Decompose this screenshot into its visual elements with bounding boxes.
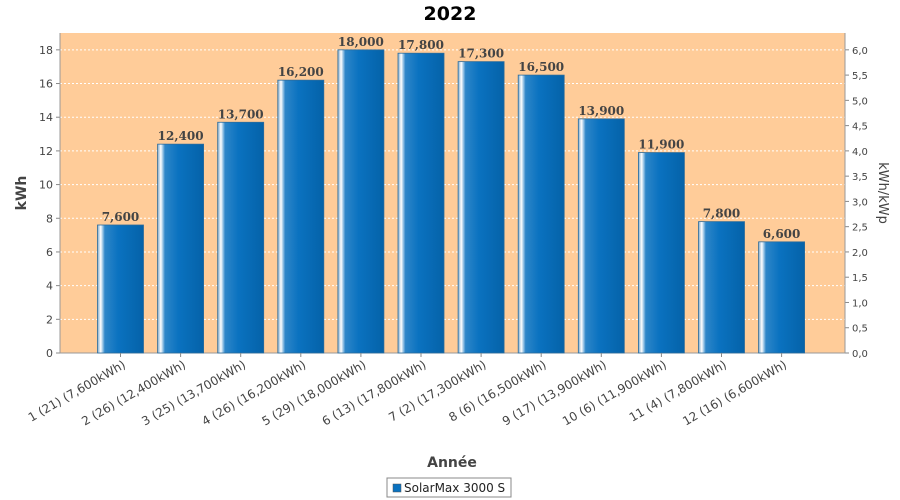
data-label: 6,600 (763, 227, 801, 241)
y-tick-label: 0 (46, 347, 53, 360)
data-label: 16,200 (278, 65, 324, 79)
chart-title: 2022 (424, 3, 477, 25)
y-tick-label: 18 (39, 44, 53, 57)
bar[interactable] (277, 79, 325, 354)
y2-tick-label: 3,5 (852, 172, 868, 183)
y-tick-label: 14 (39, 111, 53, 124)
data-label: 13,700 (218, 107, 264, 121)
bar[interactable] (577, 118, 625, 354)
y-tick-label: 4 (46, 280, 53, 293)
bar[interactable] (217, 121, 265, 354)
bar[interactable] (157, 143, 205, 354)
x-tick-label: 4 (26) (16,200kWh) (199, 357, 308, 428)
y-axis-title: kWh (14, 176, 30, 211)
x-tick-label: 3 (25) (13,700kWh) (139, 357, 248, 428)
data-label: 17,800 (398, 38, 444, 52)
y2-tick-label: 2,0 (852, 248, 868, 259)
data-label: 13,900 (578, 104, 624, 118)
bar[interactable] (758, 241, 805, 354)
legend-frame (386, 477, 512, 498)
data-label: 16,500 (518, 60, 564, 74)
data-label: 18,000 (338, 35, 384, 49)
bar[interactable] (337, 49, 385, 354)
x-tick-label: 1 (21) (7,600kWh) (26, 357, 128, 424)
legend-label: SolarMax 3000 S (404, 481, 505, 495)
x-tick-label: 5 (29) (18,000kWh) (259, 357, 368, 428)
y-tick-label: 16 (39, 78, 53, 91)
y2-tick-label: 4,5 (852, 122, 868, 133)
bar[interactable] (397, 52, 445, 354)
x-tick-label: 8 (6) (16,500kWh) (446, 357, 548, 424)
bar[interactable] (457, 61, 505, 354)
x-tick-label: 2 (26) (12,400kWh) (79, 357, 188, 428)
data-label: 11,900 (638, 138, 684, 152)
x-tick-label: 9 (17) (13,900kWh) (500, 357, 609, 428)
y-tick-label: 8 (46, 212, 53, 225)
y2-tick-label: 4,0 (852, 147, 868, 158)
data-label: 7,600 (102, 210, 140, 224)
legend-swatch (392, 483, 402, 493)
x-tick-label: 12 (16) (6,600kWh) (680, 357, 789, 428)
y2-tick-label: 0,0 (852, 349, 868, 360)
y2-tick-label: 0,5 (852, 324, 868, 335)
bar[interactable] (517, 74, 565, 354)
bar[interactable] (698, 221, 745, 354)
y-tick-label: 6 (46, 246, 53, 259)
x-tick-label: 10 (6) (11,900kWh) (560, 357, 669, 428)
y2-tick-label: 5,0 (852, 96, 868, 107)
bar[interactable] (97, 224, 144, 354)
x-tick-label: 11 (4) (7,800kWh) (627, 357, 729, 424)
x-tick-label: 7 (2) (17,300kWh) (386, 357, 488, 424)
data-label: 17,300 (458, 47, 504, 61)
y2-tick-label: 3,0 (852, 197, 868, 208)
y2-axis-title: kWh/kWp (875, 162, 890, 224)
y-tick-label: 2 (46, 313, 53, 326)
y2-tick-label: 1,0 (852, 298, 868, 309)
y2-tick-label: 1,5 (852, 273, 868, 284)
y2-tick-label: 2,5 (852, 223, 868, 234)
y-tick-label: 12 (39, 145, 53, 158)
data-label: 12,400 (158, 129, 204, 143)
data-label: 7,800 (703, 207, 741, 221)
y-tick-label: 10 (39, 179, 53, 192)
x-tick-label: 6 (13) (17,800kWh) (320, 357, 429, 428)
legend: SolarMax 3000 S (386, 477, 512, 498)
bar[interactable] (638, 152, 685, 354)
y2-tick-label: 6,0 (852, 46, 868, 57)
y2-tick-label: 5,5 (852, 71, 868, 82)
x-axis-title: Année (427, 455, 477, 471)
